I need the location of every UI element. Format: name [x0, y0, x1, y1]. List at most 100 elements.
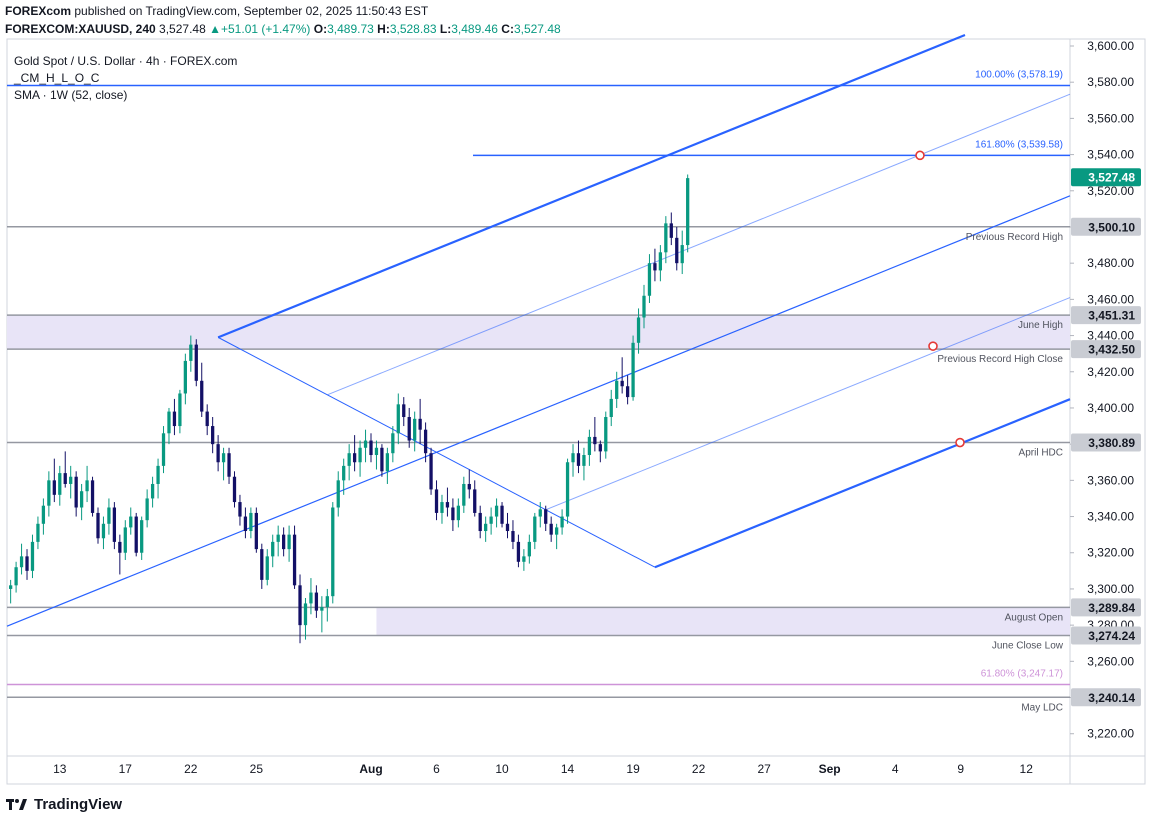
candle[interactable]: [352, 453, 357, 463]
candle[interactable]: [200, 380, 204, 412]
candle[interactable]: [434, 489, 439, 513]
candle[interactable]: [254, 512, 258, 550]
candle[interactable]: [593, 436, 597, 445]
pitchfork-inner-lower[interactable]: [545, 297, 1071, 511]
candle[interactable]: [134, 516, 138, 553]
candle[interactable]: [36, 523, 40, 542]
candle[interactable]: [413, 418, 417, 441]
candle[interactable]: [161, 433, 166, 466]
candle[interactable]: [456, 505, 460, 521]
candle[interactable]: [145, 498, 149, 521]
candle[interactable]: [85, 480, 89, 492]
candle[interactable]: [314, 592, 319, 611]
candle[interactable]: [363, 440, 368, 448]
candle[interactable]: [221, 453, 226, 463]
candle[interactable]: [336, 480, 340, 508]
candle[interactable]: [423, 429, 428, 454]
candle[interactable]: [484, 523, 488, 532]
candle[interactable]: [544, 509, 548, 524]
candle[interactable]: [407, 417, 411, 441]
candle[interactable]: [625, 386, 630, 398]
candle[interactable]: [150, 483, 155, 499]
candle[interactable]: [232, 476, 237, 503]
candle[interactable]: [205, 411, 209, 427]
candle[interactable]: [680, 245, 684, 264]
candle[interactable]: [178, 393, 182, 427]
candle[interactable]: [522, 556, 526, 562]
candle[interactable]: [445, 502, 450, 508]
candle[interactable]: [658, 252, 663, 271]
candle[interactable]: [303, 603, 308, 626]
candle[interactable]: [609, 398, 613, 418]
pitchfork-median-line[interactable]: [6, 195, 1071, 627]
candle[interactable]: [194, 344, 198, 381]
candle[interactable]: [620, 380, 624, 387]
candle[interactable]: [418, 418, 422, 430]
candle[interactable]: [123, 527, 127, 553]
candle[interactable]: [172, 411, 177, 427]
candle[interactable]: [58, 473, 62, 495]
candle[interactable]: [347, 453, 351, 466]
candle[interactable]: [309, 592, 313, 604]
tradingview-footer[interactable]: TradingView: [6, 794, 122, 814]
candle[interactable]: [533, 516, 537, 542]
candle[interactable]: [636, 317, 641, 343]
candle[interactable]: [101, 523, 106, 539]
candle[interactable]: [287, 534, 291, 550]
candle[interactable]: [189, 344, 193, 361]
candle[interactable]: [462, 483, 466, 506]
candle[interactable]: [342, 465, 346, 481]
candle[interactable]: [183, 360, 187, 394]
candle[interactable]: [14, 567, 18, 586]
candle[interactable]: [598, 444, 602, 452]
candle[interactable]: [260, 549, 264, 580]
candle[interactable]: [25, 556, 29, 571]
pitchfork-upper-line[interactable]: [217, 34, 966, 339]
candle[interactable]: [396, 404, 400, 434]
candle[interactable]: [511, 531, 515, 542]
candle[interactable]: [63, 473, 67, 484]
candle[interactable]: [69, 476, 73, 484]
candle[interactable]: [516, 541, 521, 562]
candle[interactable]: [631, 342, 635, 398]
candle[interactable]: [615, 380, 619, 399]
target-marker[interactable]: [955, 437, 965, 448]
candle[interactable]: [74, 476, 78, 508]
candle[interactable]: [560, 516, 564, 528]
candle[interactable]: [216, 444, 220, 463]
candle[interactable]: [555, 527, 559, 535]
candle[interactable]: [489, 516, 493, 524]
candle[interactable]: [369, 440, 373, 456]
candle[interactable]: [282, 534, 286, 550]
candle[interactable]: [494, 505, 499, 517]
candle[interactable]: [129, 516, 133, 528]
candle[interactable]: [473, 489, 477, 513]
candle[interactable]: [582, 455, 586, 466]
candle[interactable]: [243, 516, 248, 532]
candle[interactable]: [565, 462, 570, 517]
candle[interactable]: [79, 491, 84, 508]
candle[interactable]: [41, 505, 46, 524]
candle[interactable]: [440, 502, 444, 513]
candle[interactable]: [156, 465, 160, 484]
candle[interactable]: [47, 480, 51, 506]
candle[interactable]: [380, 447, 384, 472]
candle[interactable]: [30, 541, 35, 571]
candle[interactable]: [90, 480, 95, 513]
candle[interactable]: [107, 507, 111, 524]
candle[interactable]: [686, 178, 690, 246]
candle[interactable]: [604, 417, 608, 452]
target-marker[interactable]: [928, 341, 938, 351]
candle[interactable]: [265, 556, 269, 580]
candle[interactable]: [227, 453, 231, 477]
candle[interactable]: [292, 534, 297, 586]
candle[interactable]: [402, 404, 406, 418]
pitchfork-lower-line[interactable]: [654, 442, 961, 569]
candle[interactable]: [385, 453, 390, 472]
candle[interactable]: [52, 480, 56, 495]
candle[interactable]: [96, 512, 100, 539]
candle[interactable]: [467, 483, 471, 490]
candle[interactable]: [391, 433, 395, 454]
candle[interactable]: [538, 509, 542, 517]
